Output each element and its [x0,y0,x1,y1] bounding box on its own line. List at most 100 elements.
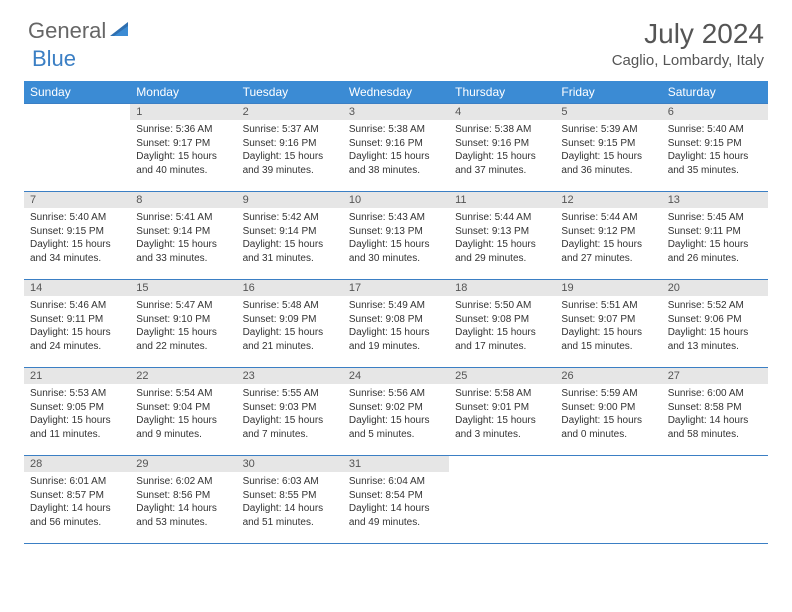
logo-text-general: General [28,18,106,44]
calendar-cell: 21Sunrise: 5:53 AMSunset: 9:05 PMDayligh… [24,368,130,456]
calendar-cell-empty [449,456,555,544]
weekday-header: Monday [130,81,236,104]
day-details: Sunrise: 5:40 AMSunset: 9:15 PMDaylight:… [662,120,768,181]
calendar-cell: 26Sunrise: 5:59 AMSunset: 9:00 PMDayligh… [555,368,661,456]
calendar-row: 28Sunrise: 6:01 AMSunset: 8:57 PMDayligh… [24,456,768,544]
header: General July 2024 Caglio, Lombardy, Ital… [0,0,792,73]
weekday-header: Thursday [449,81,555,104]
day-details: Sunrise: 5:59 AMSunset: 9:00 PMDaylight:… [555,384,661,445]
calendar-row: 1Sunrise: 5:36 AMSunset: 9:17 PMDaylight… [24,104,768,192]
day-number: 30 [237,456,343,472]
day-number: 28 [24,456,130,472]
calendar-cell: 15Sunrise: 5:47 AMSunset: 9:10 PMDayligh… [130,280,236,368]
day-details: Sunrise: 5:49 AMSunset: 9:08 PMDaylight:… [343,296,449,357]
calendar-cell: 4Sunrise: 5:38 AMSunset: 9:16 PMDaylight… [449,104,555,192]
day-details: Sunrise: 5:43 AMSunset: 9:13 PMDaylight:… [343,208,449,269]
day-number: 20 [662,280,768,296]
calendar-cell: 20Sunrise: 5:52 AMSunset: 9:06 PMDayligh… [662,280,768,368]
day-number: 23 [237,368,343,384]
calendar-cell-empty [662,456,768,544]
day-details: Sunrise: 5:41 AMSunset: 9:14 PMDaylight:… [130,208,236,269]
day-number: 9 [237,192,343,208]
day-details: Sunrise: 5:42 AMSunset: 9:14 PMDaylight:… [237,208,343,269]
logo-text-blue-wrap: Blue [32,46,76,72]
month-title: July 2024 [612,18,764,50]
day-details: Sunrise: 5:40 AMSunset: 9:15 PMDaylight:… [24,208,130,269]
day-number: 10 [343,192,449,208]
weekday-header: Sunday [24,81,130,104]
day-details: Sunrise: 6:02 AMSunset: 8:56 PMDaylight:… [130,472,236,533]
day-number: 2 [237,104,343,120]
weekday-header: Friday [555,81,661,104]
calendar-cell: 25Sunrise: 5:58 AMSunset: 9:01 PMDayligh… [449,368,555,456]
calendar-cell: 19Sunrise: 5:51 AMSunset: 9:07 PMDayligh… [555,280,661,368]
day-number: 19 [555,280,661,296]
location: Caglio, Lombardy, Italy [612,52,764,69]
day-details: Sunrise: 5:56 AMSunset: 9:02 PMDaylight:… [343,384,449,445]
day-details: Sunrise: 5:50 AMSunset: 9:08 PMDaylight:… [449,296,555,357]
day-number: 21 [24,368,130,384]
calendar-cell: 14Sunrise: 5:46 AMSunset: 9:11 PMDayligh… [24,280,130,368]
day-details: Sunrise: 6:01 AMSunset: 8:57 PMDaylight:… [24,472,130,533]
calendar-cell: 13Sunrise: 5:45 AMSunset: 9:11 PMDayligh… [662,192,768,280]
calendar-cell: 12Sunrise: 5:44 AMSunset: 9:12 PMDayligh… [555,192,661,280]
calendar-cell: 30Sunrise: 6:03 AMSunset: 8:55 PMDayligh… [237,456,343,544]
calendar-cell-empty [555,456,661,544]
day-number: 25 [449,368,555,384]
calendar-cell: 3Sunrise: 5:38 AMSunset: 9:16 PMDaylight… [343,104,449,192]
day-number: 7 [24,192,130,208]
calendar-row: 7Sunrise: 5:40 AMSunset: 9:15 PMDaylight… [24,192,768,280]
day-number: 18 [449,280,555,296]
day-number: 26 [555,368,661,384]
day-number: 5 [555,104,661,120]
logo-text-blue: Blue [32,46,76,71]
title-block: July 2024 Caglio, Lombardy, Italy [612,18,764,69]
calendar-cell: 10Sunrise: 5:43 AMSunset: 9:13 PMDayligh… [343,192,449,280]
calendar-cell: 1Sunrise: 5:36 AMSunset: 9:17 PMDaylight… [130,104,236,192]
calendar-cell: 18Sunrise: 5:50 AMSunset: 9:08 PMDayligh… [449,280,555,368]
calendar-cell: 16Sunrise: 5:48 AMSunset: 9:09 PMDayligh… [237,280,343,368]
day-number: 13 [662,192,768,208]
calendar-cell: 9Sunrise: 5:42 AMSunset: 9:14 PMDaylight… [237,192,343,280]
day-details: Sunrise: 5:44 AMSunset: 9:13 PMDaylight:… [449,208,555,269]
day-details: Sunrise: 5:54 AMSunset: 9:04 PMDaylight:… [130,384,236,445]
weekday-header: Saturday [662,81,768,104]
day-number: 24 [343,368,449,384]
calendar-cell: 29Sunrise: 6:02 AMSunset: 8:56 PMDayligh… [130,456,236,544]
day-details: Sunrise: 5:53 AMSunset: 9:05 PMDaylight:… [24,384,130,445]
calendar-body: 1Sunrise: 5:36 AMSunset: 9:17 PMDaylight… [24,104,768,544]
calendar-cell: 22Sunrise: 5:54 AMSunset: 9:04 PMDayligh… [130,368,236,456]
day-details: Sunrise: 5:46 AMSunset: 9:11 PMDaylight:… [24,296,130,357]
day-details: Sunrise: 5:38 AMSunset: 9:16 PMDaylight:… [449,120,555,181]
day-details: Sunrise: 5:51 AMSunset: 9:07 PMDaylight:… [555,296,661,357]
day-number: 11 [449,192,555,208]
calendar-cell: 27Sunrise: 6:00 AMSunset: 8:58 PMDayligh… [662,368,768,456]
day-number: 16 [237,280,343,296]
day-number: 27 [662,368,768,384]
day-number: 6 [662,104,768,120]
day-details: Sunrise: 6:04 AMSunset: 8:54 PMDaylight:… [343,472,449,533]
day-number: 8 [130,192,236,208]
day-number: 1 [130,104,236,120]
day-details: Sunrise: 5:44 AMSunset: 9:12 PMDaylight:… [555,208,661,269]
day-details: Sunrise: 5:58 AMSunset: 9:01 PMDaylight:… [449,384,555,445]
day-details: Sunrise: 5:37 AMSunset: 9:16 PMDaylight:… [237,120,343,181]
day-details: Sunrise: 6:00 AMSunset: 8:58 PMDaylight:… [662,384,768,445]
day-number: 14 [24,280,130,296]
day-details: Sunrise: 5:55 AMSunset: 9:03 PMDaylight:… [237,384,343,445]
day-details: Sunrise: 5:38 AMSunset: 9:16 PMDaylight:… [343,120,449,181]
day-details: Sunrise: 6:03 AMSunset: 8:55 PMDaylight:… [237,472,343,533]
calendar-cell: 2Sunrise: 5:37 AMSunset: 9:16 PMDaylight… [237,104,343,192]
day-details: Sunrise: 5:47 AMSunset: 9:10 PMDaylight:… [130,296,236,357]
calendar-cell-empty [24,104,130,192]
logo-triangle-icon [110,20,132,43]
day-number: 31 [343,456,449,472]
day-number: 12 [555,192,661,208]
day-number: 17 [343,280,449,296]
weekday-header-row: SundayMondayTuesdayWednesdayThursdayFrid… [24,81,768,104]
calendar-table: SundayMondayTuesdayWednesdayThursdayFrid… [24,81,768,544]
day-number: 15 [130,280,236,296]
calendar-cell: 28Sunrise: 6:01 AMSunset: 8:57 PMDayligh… [24,456,130,544]
calendar-cell: 23Sunrise: 5:55 AMSunset: 9:03 PMDayligh… [237,368,343,456]
logo: General [28,18,134,44]
